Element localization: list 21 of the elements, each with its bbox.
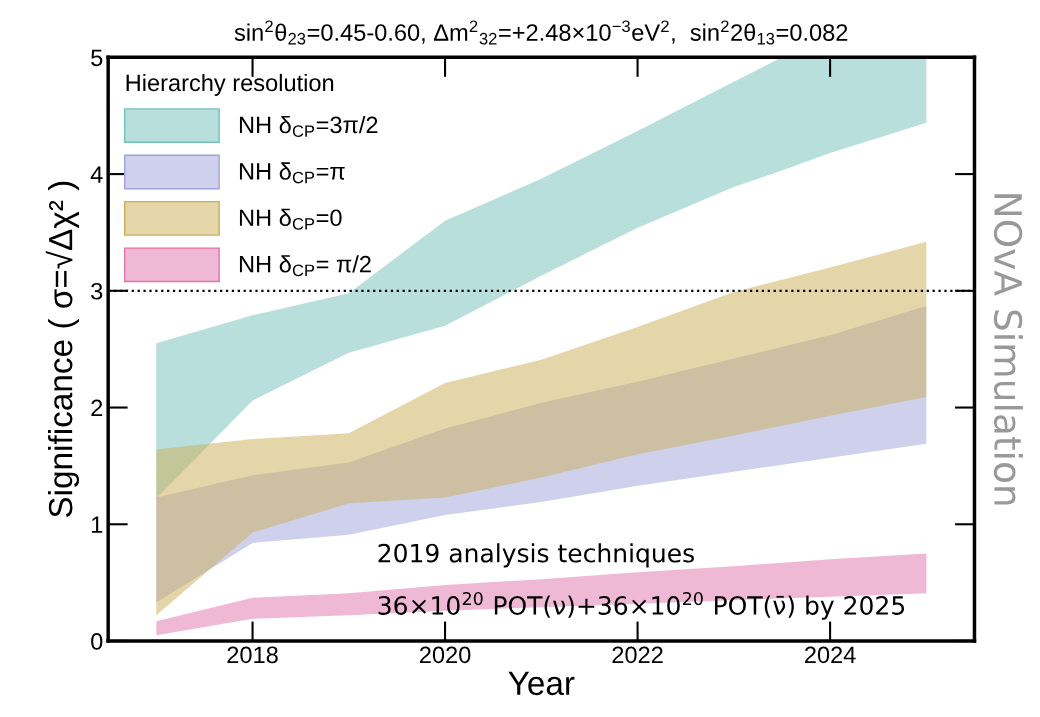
legend-title: Hierarchy resolution — [126, 73, 334, 96]
x-tick-label: 2022 — [612, 646, 663, 664]
y-tick-label: 1 — [91, 516, 103, 533]
x-tick-label: 2024 — [805, 646, 856, 664]
annotation: 2019 analysis techniques — [378, 543, 694, 568]
y-tick-label: 0 — [91, 633, 103, 650]
text: NOvA Simulation — [993, 194, 1023, 505]
x-axis-title: Year — [508, 671, 575, 696]
legend-label: NH δ$_{CP}$= π/2 — [239, 255, 371, 277]
x-tick-label: 2020 — [419, 646, 471, 664]
annotation: 36×10$^{20}$ POT(ν)+36×10$^{20}$ POT(ν̄) by 2025 — [378, 591, 905, 620]
legend-label: NH δ$_{CP}$=π — [239, 162, 345, 184]
y-tick-label: 4 — [90, 166, 103, 183]
legend-label: NH δ$_{CP}$=3π/2 — [239, 115, 378, 137]
legend-label: NH δ$_{CP}$=0 — [239, 208, 342, 230]
y-tick-label: 2 — [91, 399, 103, 417]
y-tick-label: 3 — [91, 282, 103, 300]
y-tick-label: 5 — [91, 49, 103, 67]
y-axis-title: Significance ( σ=√Δχ² ) — [45, 181, 80, 518]
chart-title: sin$^{2}$θ$_{23}$=0.45-0.60, Δm$^{2}$$_{32}$=+2.48×10$^{−3}$eV$^{2}$, sin$^{2}$2θ$_{13}$=0.082 — [234, 20, 848, 45]
x-tick-label: 2018 — [227, 646, 278, 664]
